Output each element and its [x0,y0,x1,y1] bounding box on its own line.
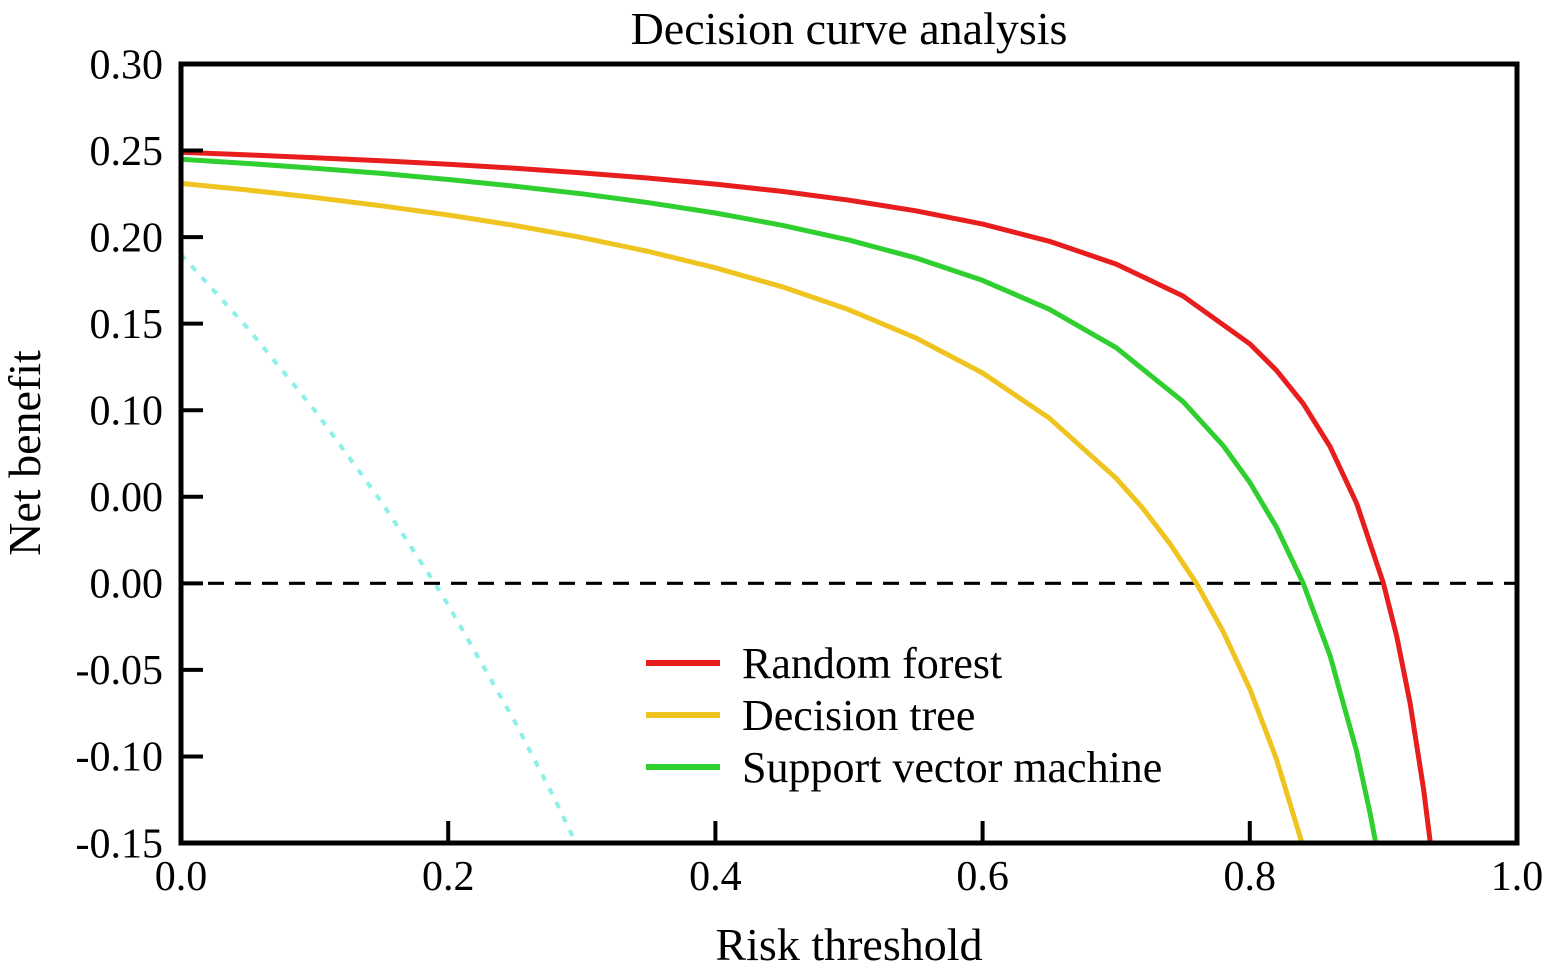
treat-all-line [181,253,579,843]
legend-item: Random forest [646,639,1002,688]
curve-decision-tree [181,180,1305,843]
x-axis-label: Risk threshold [715,919,982,970]
y-tick-label: -0.15 [76,821,164,867]
y-tick-label: -0.05 [76,648,164,694]
y-tick-label: 0.10 [90,389,164,435]
x-tick-label: 0.8 [1224,854,1277,900]
y-axis-tick-labels: 0.30 0.25 0.20 0.15 0.10 0.00 0.00 -0.05 -0.10 -0… [76,42,164,867]
x-tick-label: 0.6 [956,854,1009,900]
y-tick-label: 0.00 [90,475,164,521]
legend-item-label: Decision tree [742,691,975,740]
chart-title: Decision curve analysis [631,3,1068,54]
reference-lines [181,253,1517,843]
legend-item: Support vector machine [646,743,1162,792]
legend-item-label: Support vector machine [742,743,1162,792]
plot-border [178,61,1520,846]
legend-item-label: Random forest [742,639,1002,688]
y-axis-ticks [183,62,203,845]
x-tick-label: 0.0 [155,854,208,900]
series-curves [181,149,1433,843]
y-tick-label: 0.00 [90,562,164,608]
y-axis-label: Net benefit [0,350,50,556]
y-tick-label: 0.25 [90,129,164,175]
curve-support-vector-machine [181,156,1379,843]
y-tick-label: 0.30 [90,42,164,88]
legend-item: Decision tree [646,691,975,740]
x-tick-label: 0.4 [689,854,742,900]
x-axis-tick-labels: 0.0 0.2 0.4 0.6 0.8 1.0 [155,854,1544,900]
curve-random-forest [181,149,1433,843]
x-tick-label: 1.0 [1491,854,1544,900]
y-tick-label: 0.20 [90,215,164,261]
x-tick-label: 0.2 [422,854,475,900]
x-axis-ticks [179,821,1519,841]
y-tick-label: 0.15 [90,302,164,348]
y-tick-label: -0.10 [76,735,164,781]
